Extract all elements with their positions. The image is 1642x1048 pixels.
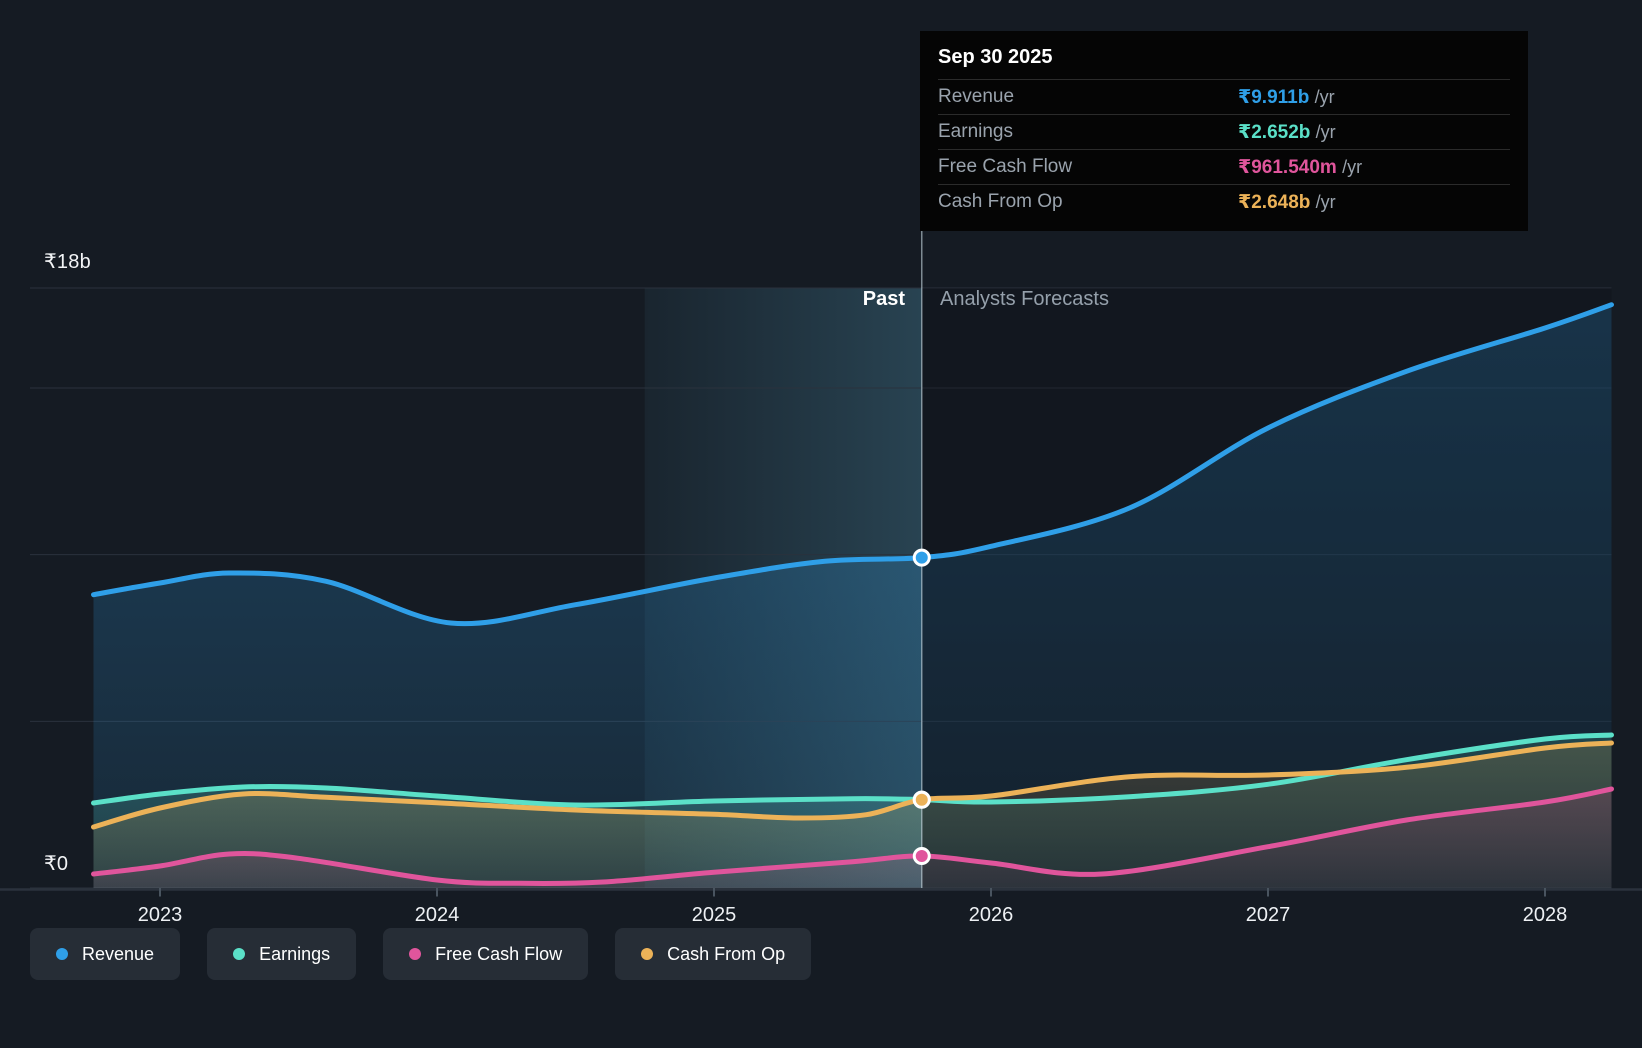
- x-tick-2026: 2026: [968, 904, 1014, 926]
- tooltip-label: Earnings: [938, 121, 1013, 142]
- x-tick-2027: 2027: [1245, 904, 1291, 926]
- tooltip-row-free-cash-flow: Free Cash Flow ₹961.540m /yr: [938, 149, 1510, 184]
- chart-legend: Revenue Earnings Free Cash Flow Cash Fro…: [30, 928, 812, 980]
- tooltip-value: ₹2.648b: [1238, 191, 1311, 213]
- legend-label: Cash From Op: [667, 944, 786, 964]
- tooltip-label: Revenue: [938, 86, 1015, 107]
- x-axis: 2023 2024 2025 2026 2027 2028: [0, 903, 1642, 929]
- tooltip-date: Sep 30 2025: [938, 46, 1053, 68]
- tooltip-label: Cash From Op: [938, 191, 1063, 212]
- past-label: Past: [862, 288, 905, 310]
- tooltip-row-revenue: Revenue ₹9.911b /yr: [938, 79, 1510, 114]
- x-tick-2024: 2024: [414, 904, 460, 926]
- tooltip-suffix: /yr: [1315, 191, 1336, 212]
- tooltip-suffix: /yr: [1315, 121, 1336, 142]
- x-tick-2025: 2025: [691, 904, 737, 926]
- tooltip-suffix: /yr: [1314, 86, 1335, 107]
- legend-toggle-cash-from-op[interactable]: Cash From Op: [615, 928, 812, 980]
- x-tick-2028: 2028: [1522, 904, 1568, 926]
- legend-label: Free Cash Flow: [435, 944, 563, 964]
- x-tick-2023: 2023: [137, 904, 183, 926]
- legend-label: Earnings: [259, 944, 331, 964]
- tooltip-value: ₹9.911b: [1238, 86, 1310, 108]
- tooltip-row-cash-from-op: Cash From Op ₹2.648b /yr: [938, 184, 1510, 219]
- legend-label: Revenue: [82, 944, 155, 964]
- earnings-dot-icon: [233, 948, 246, 960]
- y-axis-max-label: ₹18b: [44, 251, 91, 273]
- tooltip-value: ₹961.540m: [1238, 156, 1337, 178]
- tooltip-row-earnings: Earnings ₹2.652b /yr: [938, 114, 1510, 149]
- analysts-forecasts-label: Analysts Forecasts: [940, 288, 1109, 310]
- free-cash-flow-dot-icon: [409, 948, 422, 960]
- tooltip-suffix: /yr: [1342, 156, 1363, 177]
- tooltip-value: ₹2.652b: [1238, 121, 1311, 143]
- legend-toggle-earnings[interactable]: Earnings: [207, 928, 357, 980]
- tooltip-label: Free Cash Flow: [938, 156, 1073, 177]
- chart-tooltip: Sep 30 2025 Revenue ₹9.911b /yr Earnings…: [920, 31, 1528, 231]
- revenue-dot-icon: [56, 948, 68, 960]
- legend-toggle-free-cash-flow[interactable]: Free Cash Flow: [383, 928, 589, 980]
- cash-from-op-dot-icon: [641, 948, 654, 960]
- legend-toggle-revenue[interactable]: Revenue: [30, 928, 181, 980]
- y-axis-zero-label: ₹0: [44, 853, 69, 875]
